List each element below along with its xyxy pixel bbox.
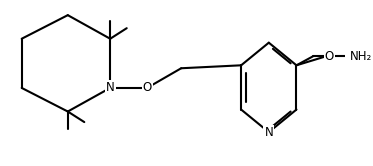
Text: O: O <box>142 81 152 94</box>
Text: N: N <box>264 126 273 139</box>
Text: NH₂: NH₂ <box>350 50 372 63</box>
Text: N: N <box>106 81 115 94</box>
Text: O: O <box>325 50 334 63</box>
